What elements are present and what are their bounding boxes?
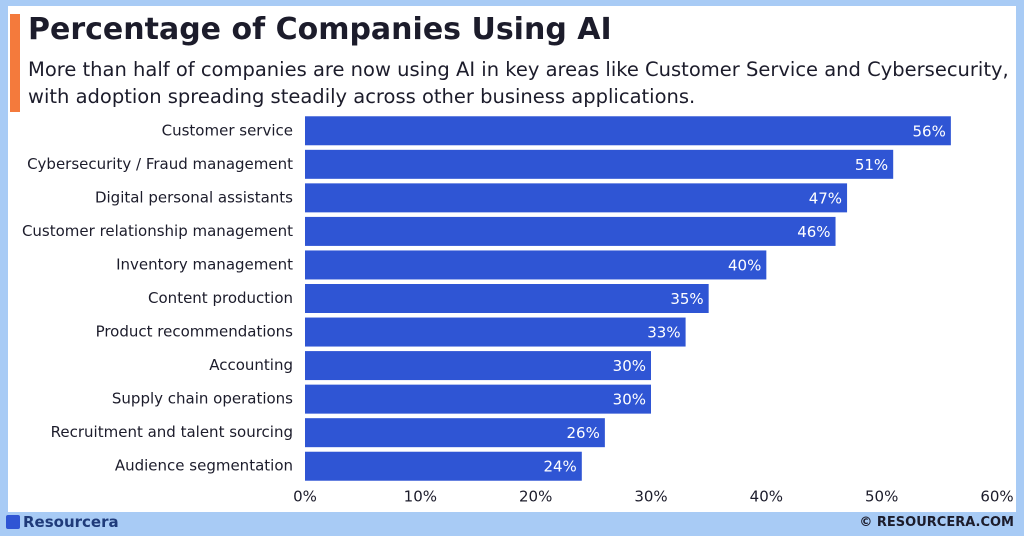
bar [305,418,605,448]
value-label: 51% [855,156,888,174]
bar [305,183,848,213]
bar [305,216,836,246]
y-tick-label: Cybersecurity / Fraud management [27,155,293,173]
bar [305,149,894,179]
y-tick-label: Supply chain operations [112,390,293,408]
y-tick-label: Inventory management [116,255,293,273]
value-label: 30% [613,357,646,375]
value-label: 46% [797,223,830,241]
value-label: 56% [913,122,946,140]
bar [305,317,686,347]
y-tick-label: Accounting [209,356,293,374]
chart-title: Percentage of Companies Using AI [28,12,612,47]
brand-icon [6,515,20,529]
bar [305,250,767,280]
x-tick-label: 10% [404,488,437,506]
x-tick-label: 30% [634,488,667,506]
y-tick-label: Customer relationship management [22,222,293,240]
bar [305,451,582,481]
value-label: 47% [809,189,842,207]
value-label: 30% [613,391,646,409]
site-url: © RESOURCERA.COM [859,515,1014,530]
x-tick-label: 40% [750,488,783,506]
y-tick-label: Audience segmentation [115,457,293,475]
value-label: 26% [567,424,600,442]
bar [305,384,651,414]
bar [305,284,709,313]
bar [305,116,951,146]
brand: Resourcera [6,513,119,531]
bar [305,351,651,381]
value-label: 40% [728,256,761,274]
x-tick-label: 60% [980,488,1013,506]
y-tick-label: Digital personal assistants [95,188,293,206]
brand-name: Resourcera [23,513,119,531]
chart-subtitle: More than half of companies are now usin… [28,58,1009,108]
accent-bar [10,14,20,112]
y-tick-label: Content production [148,289,293,307]
x-tick-label: 20% [519,488,552,506]
value-label: 24% [543,458,576,476]
y-tick-label: Customer service [162,121,293,139]
y-tick-label: Product recommendations [96,323,294,341]
x-tick-label: 50% [865,488,898,506]
x-tick-label: 0% [293,488,317,506]
y-tick-label: Recruitment and talent sourcing [51,423,293,441]
value-label: 35% [670,290,703,308]
value-label: 33% [647,324,680,342]
